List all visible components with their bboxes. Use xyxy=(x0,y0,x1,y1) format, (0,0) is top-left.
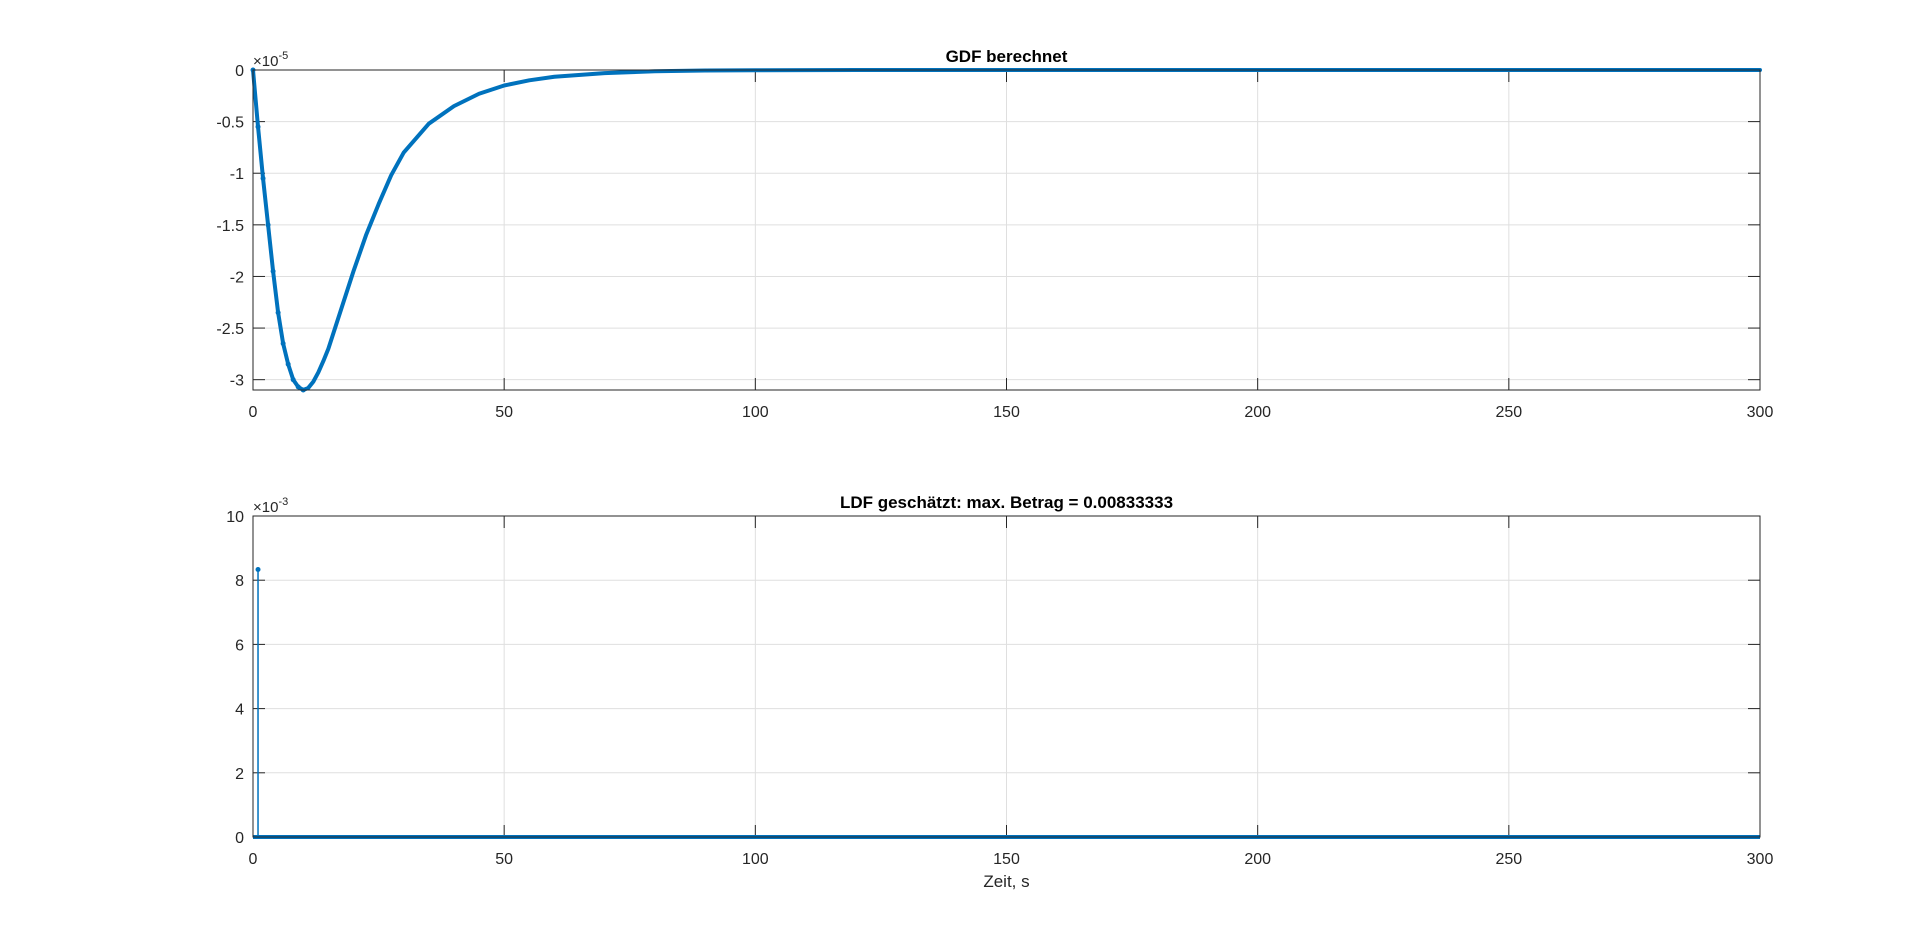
top-y-tick-label: -2.5 xyxy=(216,321,244,338)
top-x-tick-label: 200 xyxy=(1244,404,1271,421)
top-y-tick-label: 0 xyxy=(235,63,244,80)
bottom-x-tick-label: 50 xyxy=(495,851,513,868)
gdf-data-point xyxy=(285,361,291,367)
top-x-tick-label: 300 xyxy=(1747,404,1774,421)
top-y-tick-label: -0.5 xyxy=(216,115,244,132)
top-x-tick-label: 150 xyxy=(993,404,1020,421)
gdf-data-point xyxy=(260,175,266,181)
top-axes-box xyxy=(252,69,1761,391)
bottom-x-tick-label: 250 xyxy=(1495,851,1522,868)
gdf-data-point xyxy=(280,341,286,347)
top-y-tick-label: -1.5 xyxy=(216,218,244,235)
gdf-data-point xyxy=(275,310,281,316)
bottom-y-tick-label: 2 xyxy=(235,766,244,783)
bottom-x-tick-label: 100 xyxy=(742,851,769,868)
bottom-axes-box xyxy=(252,515,1761,838)
bottom-x-tick-label: 300 xyxy=(1747,851,1774,868)
bottom-x-tick-label: 0 xyxy=(249,851,258,868)
gdf-data-point xyxy=(270,268,276,274)
gdf-data-point xyxy=(295,384,301,390)
ldf-stem-marker xyxy=(255,567,261,573)
bottom-y-tick-label: 4 xyxy=(235,702,244,719)
bottom-y-exponent-label: ×10-3 xyxy=(253,496,288,516)
bottom-axes-ldf: 0 50 100 150 200 250 300 0 2 4 6 8 10 LDF geschätzt:… xyxy=(226,493,1773,891)
top-axes-gdf: 0 50 100 150 200 250 300 0 -0.5 -1 -1.5 -2 -2.5 -3 GD… xyxy=(216,47,1773,421)
top-x-tick-label: 250 xyxy=(1495,404,1522,421)
bottom-y-tick-label: 6 xyxy=(235,637,244,654)
top-y-exponent-label: ×10-5 xyxy=(253,50,288,70)
bottom-y-tick-label: 8 xyxy=(235,573,244,590)
top-y-tick-label: -1 xyxy=(230,166,244,183)
bottom-chart-title: LDF geschätzt: max. Betrag = 0.00833333 xyxy=(840,493,1173,512)
bottom-x-tick-label: 150 xyxy=(993,851,1020,868)
top-chart-title: GDF berechnet xyxy=(946,47,1068,66)
top-x-tick-label: 0 xyxy=(249,404,258,421)
bottom-x-axis-label: Zeit, s xyxy=(983,872,1029,891)
top-y-tick-label: -3 xyxy=(230,373,244,390)
bottom-x-tick-label: 200 xyxy=(1244,851,1271,868)
bottom-y-tick-label: 0 xyxy=(235,830,244,847)
bottom-y-tick-label: 10 xyxy=(226,509,244,526)
top-x-tick-label: 100 xyxy=(742,404,769,421)
top-y-tick-label: -2 xyxy=(230,269,244,286)
gdf-data-point xyxy=(265,222,271,228)
gdf-data-point xyxy=(255,124,261,130)
gdf-data-point xyxy=(290,377,296,383)
top-x-tick-label: 50 xyxy=(495,404,513,421)
